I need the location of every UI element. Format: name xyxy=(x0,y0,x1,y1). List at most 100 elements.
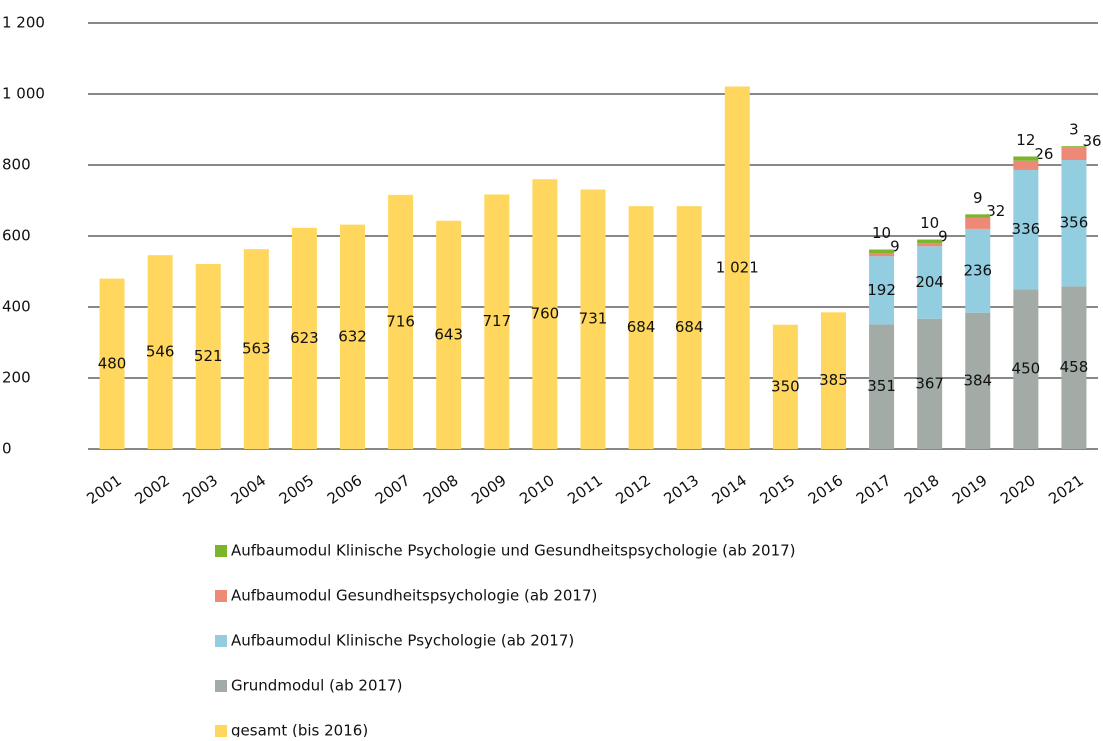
data-label: 36 xyxy=(1082,132,1101,150)
x-tick-label: 2004 xyxy=(228,471,270,508)
x-tick-label: 2007 xyxy=(372,471,414,508)
data-label: 385 xyxy=(819,371,848,389)
bar-segment xyxy=(1061,160,1087,287)
y-tick-label: 400 xyxy=(2,298,31,316)
legend-swatch xyxy=(215,635,227,647)
bar-segment xyxy=(388,194,414,449)
x-tick-label: 2012 xyxy=(612,471,654,508)
x-tick-label: 2020 xyxy=(997,471,1039,508)
bar-segment xyxy=(1061,286,1087,449)
data-label: 521 xyxy=(194,347,223,365)
bar-segment xyxy=(820,312,846,449)
data-label: 336 xyxy=(1012,220,1041,238)
bar-segment xyxy=(965,214,991,218)
data-label: 731 xyxy=(579,310,608,328)
data-label: 9 xyxy=(938,228,948,246)
y-tick-label: 1 200 xyxy=(2,14,45,32)
data-label: 12 xyxy=(1016,131,1035,149)
bar-segment xyxy=(1013,160,1039,170)
x-tick-label: 2001 xyxy=(83,471,125,508)
data-label: 384 xyxy=(963,371,992,389)
data-label: 10 xyxy=(920,214,939,232)
data-label: 32 xyxy=(986,202,1005,220)
bar-segment xyxy=(772,324,798,449)
x-tick-label: 2016 xyxy=(805,471,847,508)
x-tick-label: 2010 xyxy=(516,471,558,508)
data-label: 480 xyxy=(98,354,127,372)
data-label: 9 xyxy=(973,189,983,207)
data-label: 716 xyxy=(386,312,415,330)
data-label: 351 xyxy=(867,377,896,395)
data-label: 450 xyxy=(1012,360,1041,378)
bar-segment xyxy=(1013,289,1039,449)
data-label: 623 xyxy=(290,329,319,347)
legend-label: Aufbaumodul Klinische Psychologie (ab 20… xyxy=(231,632,574,650)
x-tick-label: 2014 xyxy=(709,471,751,508)
legend-label: Grundmodul (ab 2017) xyxy=(231,677,402,695)
data-label: 26 xyxy=(1034,145,1053,163)
bar-segment xyxy=(724,86,750,450)
bar-segment xyxy=(99,278,125,449)
data-label: 9 xyxy=(890,238,900,256)
x-tick-label: 2021 xyxy=(1045,471,1087,508)
bar-segment xyxy=(1013,156,1039,161)
legend-swatch xyxy=(215,590,227,602)
x-tick-label: 2015 xyxy=(757,471,799,508)
bar-segment xyxy=(1061,146,1087,148)
data-label: 10 xyxy=(872,224,891,242)
bar-segment xyxy=(580,189,606,449)
data-label: 632 xyxy=(338,327,367,345)
x-tick-label: 2009 xyxy=(468,471,510,508)
x-tick-label: 2018 xyxy=(901,471,943,508)
x-tick-label: 2017 xyxy=(853,471,895,508)
x-tick-label: 2003 xyxy=(180,471,222,508)
x-tick-label: 2002 xyxy=(131,471,173,508)
data-label: 3 xyxy=(1069,121,1079,139)
bar-segment xyxy=(965,228,991,313)
data-label: 236 xyxy=(963,261,992,279)
data-label: 546 xyxy=(146,343,175,361)
data-label: 192 xyxy=(867,281,896,299)
bar-segment xyxy=(1061,147,1087,161)
legend-swatch xyxy=(215,545,227,557)
bar-segment xyxy=(869,253,895,257)
bar-segment xyxy=(917,239,943,244)
data-label: 684 xyxy=(627,318,656,336)
y-tick-label: 800 xyxy=(2,156,31,174)
x-tick-label: 2006 xyxy=(324,471,366,508)
bar-segment xyxy=(917,246,943,319)
bar-segment xyxy=(869,324,895,449)
y-tick-label: 0 xyxy=(2,440,12,458)
bar-segment xyxy=(869,256,895,325)
bar-segment xyxy=(1013,169,1039,290)
y-tick-label: 600 xyxy=(2,227,31,245)
bar-segment xyxy=(917,243,943,247)
legend-label: Aufbaumodul Gesundheitspsychologie (ab 2… xyxy=(231,587,597,605)
bar-segment xyxy=(676,206,702,449)
data-label: 458 xyxy=(1060,358,1089,376)
data-label: 356 xyxy=(1060,214,1089,232)
data-label: 563 xyxy=(242,340,271,358)
data-label: 760 xyxy=(531,305,560,323)
y-tick-label: 200 xyxy=(2,369,31,387)
bar-segment xyxy=(917,318,943,449)
data-label: 367 xyxy=(915,374,944,392)
data-label: 643 xyxy=(434,325,463,343)
x-tick-label: 2008 xyxy=(420,471,462,508)
y-tick-label: 1 000 xyxy=(2,85,45,103)
data-label: 1 021 xyxy=(716,258,759,276)
x-tick-label: 2005 xyxy=(276,471,318,508)
bar-segment xyxy=(340,224,366,449)
bar-segment xyxy=(965,217,991,229)
legend-swatch xyxy=(215,680,227,692)
data-label: 684 xyxy=(675,318,704,336)
x-tick-label: 2019 xyxy=(949,471,991,508)
data-label: 717 xyxy=(482,312,511,330)
legend-label: gesamt (bis 2016) xyxy=(231,722,368,738)
bar-segment xyxy=(291,227,317,449)
bar-segment xyxy=(869,249,895,254)
bar-segment xyxy=(965,312,991,449)
legend-swatch xyxy=(215,725,227,737)
bar-segment xyxy=(484,194,510,449)
